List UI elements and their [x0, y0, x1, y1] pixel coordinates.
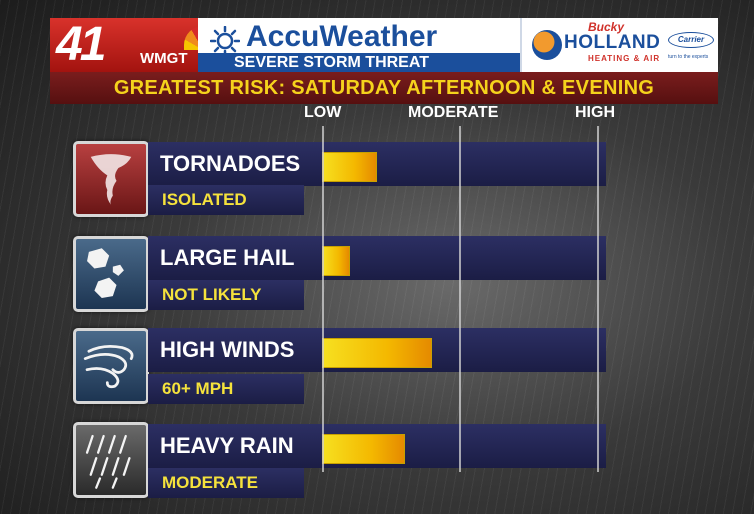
channel-number: 41: [56, 18, 106, 71]
tornado-icon: [73, 141, 149, 217]
risk-track-heavy-rain: [322, 424, 606, 468]
scale-line-moderate: [459, 126, 461, 472]
sponsor-name: HOLLAND: [564, 32, 661, 53]
threat-level-high-winds: 60+ MPH: [148, 374, 304, 404]
scale-line-high: [597, 126, 599, 472]
sponsor-script-name: Bucky: [588, 20, 625, 34]
threat-level-heavy-rain: MODERATE: [148, 468, 304, 498]
threat-level-tornadoes: ISOLATED: [148, 185, 304, 215]
risk-bar-large-hail: [322, 246, 350, 276]
scale-high-label: HIGH: [575, 104, 615, 121]
call-sign: WMGT: [140, 50, 188, 67]
rain-icon: [73, 422, 149, 498]
risk-bar-high-winds: [322, 338, 432, 368]
risk-track-large-hail: [322, 236, 606, 280]
scale-low-label: LOW: [304, 104, 342, 121]
risk-bar-heavy-rain: [322, 434, 405, 464]
threat-level-large-hail: NOT LIKELY: [148, 280, 304, 310]
sun-icon: [210, 26, 240, 56]
risk-track-high-winds: [322, 328, 606, 372]
sponsor-tagline: HEATING & AIR: [588, 54, 661, 63]
wind-icon: [73, 328, 149, 404]
threat-label-heavy-rain: HEAVY RAIN: [148, 424, 322, 468]
risk-track-tornadoes: [322, 142, 606, 186]
station-logo: 41 WMGT: [50, 18, 222, 72]
sponsor-badge-icon: [532, 30, 562, 60]
carrier-logo: Carrier: [668, 32, 714, 48]
carrier-tagline: turn to the experts: [668, 54, 709, 60]
scale-line-low: [322, 126, 324, 472]
risk-banner: GREATEST RISK: SATURDAY AFTERNOON & EVEN…: [50, 72, 718, 104]
page-subtitle: SEVERE STORM THREAT: [198, 53, 520, 72]
hail-icon: [73, 236, 149, 312]
accuweather-header: AccuWeather SEVERE STORM THREAT: [198, 18, 520, 72]
scale-moderate-label: MODERATE: [408, 104, 499, 121]
risk-bar-tornadoes: [322, 152, 377, 182]
threat-label-high-winds: HIGH WINDS: [148, 328, 322, 372]
brand-title: AccuWeather: [246, 20, 438, 53]
sponsor-logo: Bucky HOLLAND HEATING & AIR Carrier turn…: [520, 18, 718, 72]
threat-label-large-hail: LARGE HAIL: [148, 236, 322, 280]
threat-label-tornadoes: TORNADOES: [148, 142, 322, 186]
